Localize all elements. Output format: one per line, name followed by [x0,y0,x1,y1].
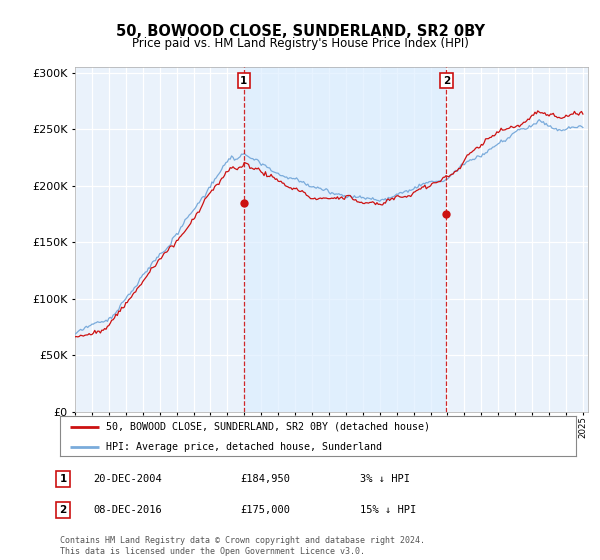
Text: 50, BOWOOD CLOSE, SUNDERLAND, SR2 0BY (detached house): 50, BOWOOD CLOSE, SUNDERLAND, SR2 0BY (d… [106,422,430,432]
Text: 08-DEC-2016: 08-DEC-2016 [93,505,162,515]
Text: Price paid vs. HM Land Registry's House Price Index (HPI): Price paid vs. HM Land Registry's House … [131,37,469,50]
Text: Contains HM Land Registry data © Crown copyright and database right 2024.
This d: Contains HM Land Registry data © Crown c… [60,536,425,556]
Text: 15% ↓ HPI: 15% ↓ HPI [360,505,416,515]
Text: 3% ↓ HPI: 3% ↓ HPI [360,474,410,484]
Text: 50, BOWOOD CLOSE, SUNDERLAND, SR2 0BY: 50, BOWOOD CLOSE, SUNDERLAND, SR2 0BY [115,24,485,39]
Text: 2: 2 [59,505,67,515]
Bar [244,67,446,412]
Text: £184,950: £184,950 [240,474,290,484]
Text: HPI: Average price, detached house, Sunderland: HPI: Average price, detached house, Sund… [106,442,382,452]
Text: £175,000: £175,000 [240,505,290,515]
Text: 20-DEC-2004: 20-DEC-2004 [93,474,162,484]
Text: 1: 1 [59,474,67,484]
Text: 2: 2 [443,76,450,86]
Text: 1: 1 [240,76,247,86]
